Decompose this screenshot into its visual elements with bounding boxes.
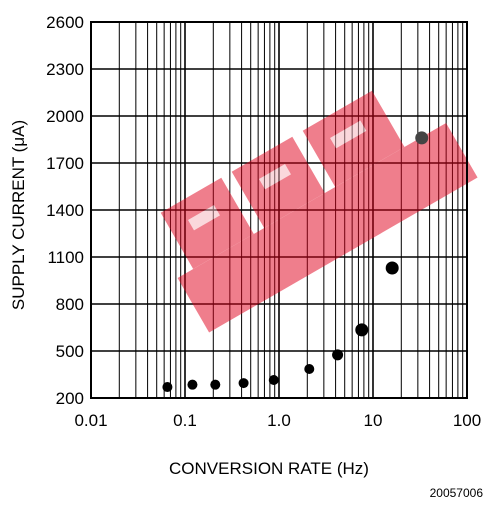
watermark-logo: [160, 90, 478, 333]
watermark-band: [177, 122, 478, 333]
watermark-notch: [330, 120, 367, 149]
y-tick-label: 800: [56, 295, 84, 314]
data-point: [162, 382, 173, 393]
data-point: [238, 378, 249, 389]
x-tick-label: 1.0: [267, 411, 291, 430]
figure-id: 20057006: [430, 486, 484, 500]
plot-frame: [90, 21, 468, 399]
y-tick-label: 1100: [47, 248, 84, 267]
y-tick-label: 2300: [46, 60, 84, 79]
data-point: [210, 379, 221, 390]
data-point: [415, 131, 429, 145]
watermark-notch: [259, 164, 291, 190]
data-point: [332, 349, 344, 361]
data-point: [355, 323, 369, 337]
y-tick-label: 2600: [46, 13, 84, 32]
y-tick-label: 200: [56, 389, 84, 408]
watermark-letter-e: [160, 177, 254, 269]
watermark-letter-p: [231, 136, 325, 228]
data-points: [162, 131, 429, 393]
data-point: [304, 364, 315, 375]
data-point: [187, 379, 198, 390]
data-point: [385, 261, 399, 275]
x-tick-label: 0.01: [74, 411, 107, 430]
x-tick-labels: 0.01 0.1 1.0 10 100: [74, 411, 481, 430]
y-tick-label: 2000: [46, 107, 84, 126]
watermark-notch: [188, 205, 220, 231]
y-tick-label: 1400: [46, 201, 84, 220]
watermark-letter-r: [302, 90, 405, 187]
y-axis-title: SUPPLY CURRENT (μA): [9, 120, 28, 310]
x-tick-label: 10: [364, 411, 383, 430]
x-tick-label: 100: [453, 411, 481, 430]
y-tick-label: 1700: [46, 154, 84, 173]
y-tick-label: 500: [56, 342, 84, 361]
x-tick-label: 0.1: [173, 411, 197, 430]
data-point: [268, 374, 279, 385]
x-axis-title: CONVERSION RATE (Hz): [169, 459, 369, 478]
watermark-shape: [160, 90, 478, 333]
y-tick-labels: 200 500 800 1100 1400 1700 2000 2300 2600: [46, 13, 84, 408]
